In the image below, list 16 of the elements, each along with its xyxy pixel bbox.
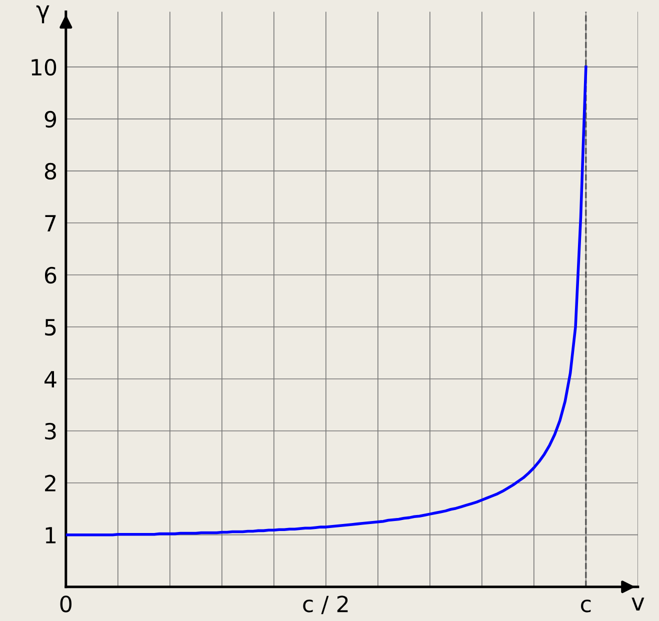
x-tick-label: c / 2 (303, 596, 348, 614)
y-tick-label: 9 (44, 110, 56, 128)
line-series (66, 66, 588, 536)
y-tick-label: 3 (45, 422, 56, 440)
x-tick-label: c (581, 600, 591, 612)
y-tick-label: 4 (44, 371, 56, 388)
y-tick-label: 7 (45, 215, 56, 232)
x-axis-title: v (632, 598, 644, 611)
y-tick-label: 5 (45, 319, 56, 336)
y-tick-label: 6 (44, 266, 56, 284)
x-tick-label: 0 (60, 596, 72, 612)
y-tick-label: 8 (44, 162, 56, 180)
y-axis-title: γ (36, 5, 50, 24)
y-tick-label: 2 (45, 474, 56, 492)
y-tick-label: 10 (32, 58, 56, 76)
y-tick-label: 1 (46, 527, 56, 544)
